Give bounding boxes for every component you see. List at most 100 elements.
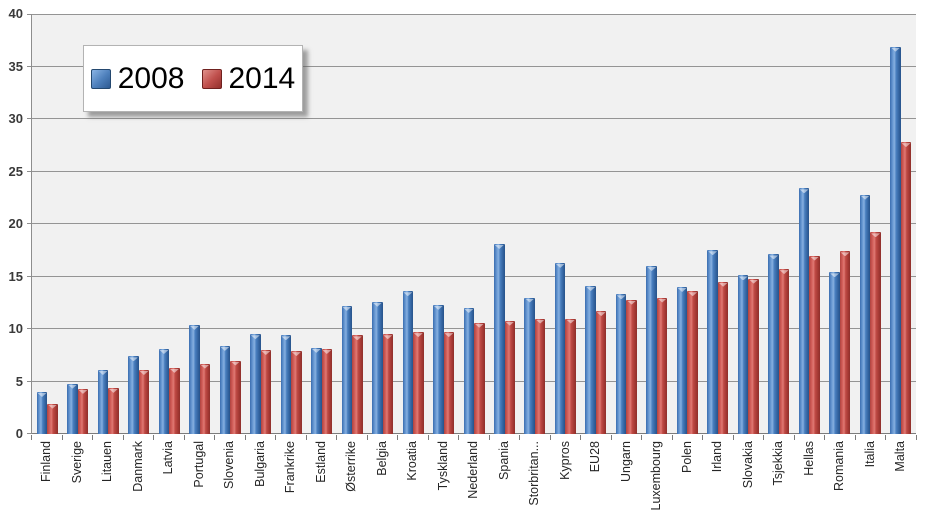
x-label-cell: Slovenia [214,441,245,509]
bar-group-Tyskland [428,14,458,434]
bar-2014-Belgia [382,334,394,434]
x-label-cell: Malta [885,441,916,509]
x-label-cell: Nederland [458,441,489,509]
y-axis-label-35: 35 [8,58,23,74]
bar-group-Luxembourg [642,14,672,434]
legend-item-2008: 2008 [90,61,185,95]
x-tick [854,435,856,440]
bar-group-Danmark [123,14,153,434]
bar-2008-Østerrike [341,305,353,434]
legend-label-2014: 2014 [228,61,296,95]
legend-item-2014: 2014 [201,61,296,95]
bar-2008-Italia [859,194,871,434]
x-label-cell: Litauen [92,441,123,509]
x-axis-label-Italia: Italia [862,441,877,468]
legend-label-2008: 2008 [117,61,185,95]
bar-2008-Romania [829,272,840,434]
gridline-25 [32,170,916,172]
bar-group-Litauen [93,14,123,434]
bar-2014-Malta [900,142,912,434]
y-tick-25 [27,170,32,172]
x-axis-label-Belgia: Belgia [374,441,389,476]
x-axis-label-Spania: Spania [496,441,511,480]
x-axis-label-Portugal: Portugal [191,441,206,488]
x-tick [793,435,795,440]
bar-2008-Tsjekkia [768,254,779,434]
bar-group-Østerrike [337,14,367,434]
x-tick [488,435,490,440]
bar-2014-Slovenia [230,360,241,434]
bar-group-Italia [855,14,885,434]
x-axis-label-Latvia: Latvia [161,441,176,475]
bar-2008-Finland [36,392,48,434]
legend: 2008 2014 [83,45,303,112]
x-axis-label-Frankrike: Frankrike [283,441,298,494]
x-label-cell: Østerrike [336,441,367,509]
y-tick-35 [27,65,32,67]
x-tick [336,435,338,440]
gridline-20 [32,223,916,224]
y-tick-30 [27,118,32,119]
x-tick [214,435,216,440]
x-axis-label-Romania: Romania [832,441,847,492]
y-axis-label-10: 10 [8,321,23,336]
x-label-cell: Spania [489,441,520,509]
bar-2014-Tsjekkia [778,269,790,434]
bar-group-Slovenia [215,14,245,434]
bar-group-Polen [672,14,702,434]
bar-2014-Sverige [77,388,89,434]
x-label-cell: Italia [855,441,886,509]
y-axis-label-40: 40 [8,6,23,21]
bar-group-Ungarn [611,14,641,434]
gridline-40 [32,14,916,15]
bar-group-Kroatia [398,14,428,434]
bar-2014-Romania [839,251,851,434]
x-tick [122,435,124,440]
bar-2008-Polen [676,287,688,434]
x-tick [702,435,704,440]
bar-2008-Danmark [128,356,139,434]
x-label-cell: EU28 [580,441,611,509]
bars-row [32,14,916,434]
bar-group-Frankrike [276,14,306,434]
bar-group-Spania [489,14,519,434]
y-tick-40 [27,14,32,15]
bar-2008-Ungarn [615,294,627,434]
x-label-cell: Luxembourg [641,441,672,511]
bar-2008-Latvia [158,348,170,434]
bar-group-Nederland [459,14,489,434]
x-axis-label-EU28: EU28 [588,441,603,473]
bar-2008-Slovenia [219,345,231,434]
x-label-cell: Slovakia [733,441,764,509]
x-tick [305,435,307,440]
bar-2014-Finland [47,403,58,434]
x-tick [458,435,460,440]
bar-group-Irland [703,14,733,434]
x-tick [732,435,734,440]
x-axis-label-Irland: Irland [710,441,725,473]
bar-2014-Frankrike [291,351,302,434]
bar-2014-Danmark [138,369,150,434]
x-axis-label-Estland: Estland [313,441,328,483]
bar-2008-Spania [494,243,505,434]
bar-2014-Portugal [199,363,211,434]
x-axis-label-Slovakia: Slovakia [740,441,755,489]
bar-2008-Tyskland [433,304,444,434]
x-tick [549,435,551,440]
x-tick [580,435,582,440]
bar-2014-Hellas [809,255,820,434]
x-tick [275,435,277,440]
x-tick [427,435,429,440]
x-axis-label-Polen: Polen [679,441,694,473]
x-tick [824,435,826,440]
bar-group-Kypros [550,14,580,434]
x-tick [397,435,399,440]
y-axis-label-25: 25 [8,163,23,179]
bar-2008-Sverige [67,383,78,434]
bar-group-Bulgaria [245,14,275,434]
bar-group-Belgia [367,14,397,434]
bar-group-Romania [825,14,855,434]
x-axis-label-Storbritan...: Storbritan... [527,441,542,506]
bar-2008-EU28 [585,285,596,434]
x-label-cell: Portugal [184,441,215,509]
